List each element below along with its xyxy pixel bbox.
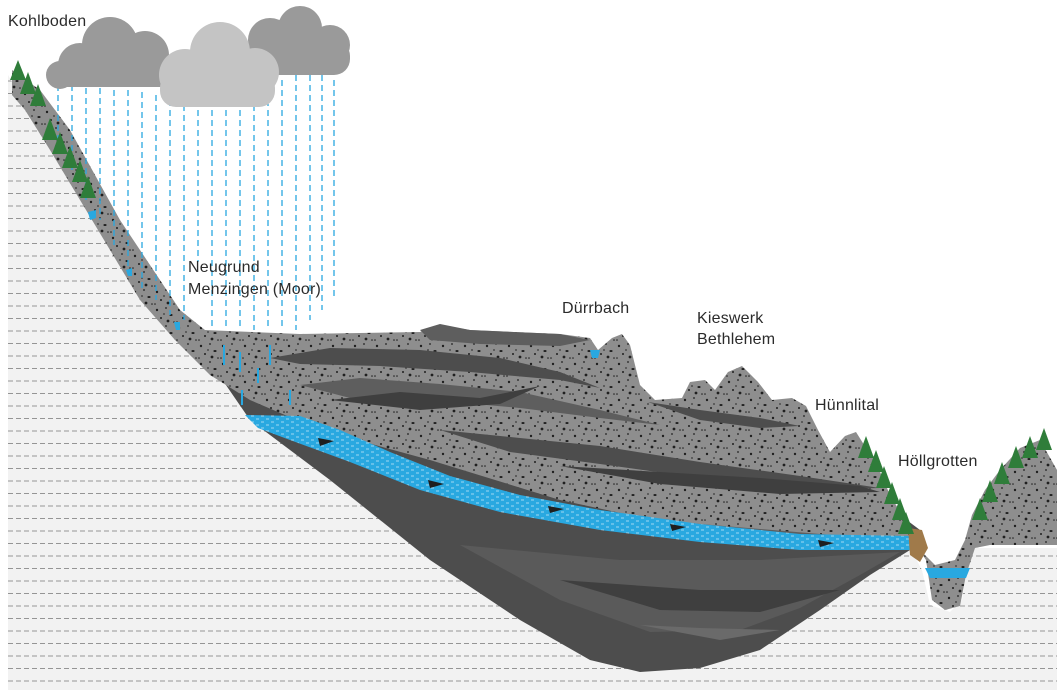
clouds bbox=[46, 6, 350, 107]
label-neugrund: Neugrund bbox=[188, 259, 260, 276]
label-duerrbach: Dürrbach bbox=[562, 300, 630, 317]
label-kieswerk: Kieswerk bbox=[697, 310, 764, 327]
flow-arrow-2 bbox=[428, 480, 444, 488]
surface-water bbox=[88, 210, 600, 358]
trees bbox=[10, 60, 1052, 534]
flow-arrow-4 bbox=[670, 524, 686, 531]
label-huennlital: Hünnlital bbox=[815, 397, 880, 414]
label-kohlboden: Kohlboden bbox=[8, 13, 87, 30]
cloud-middle bbox=[159, 22, 279, 107]
flow-arrow-3 bbox=[548, 506, 564, 513]
label-hoellgrotten: Höllgrotten bbox=[898, 453, 978, 470]
flow-arrow-5 bbox=[818, 540, 834, 547]
label-menzingen-moor: Menzingen (Moor) bbox=[188, 281, 322, 298]
aquifer-layer bbox=[245, 415, 912, 550]
right-valley bbox=[908, 440, 1057, 610]
gravel-body bbox=[12, 70, 915, 545]
flow-arrow-1 bbox=[318, 438, 334, 446]
infiltration-arrows bbox=[223, 345, 291, 405]
label-bethlehem: Bethlehem bbox=[697, 331, 776, 348]
cloud-left bbox=[46, 17, 180, 89]
